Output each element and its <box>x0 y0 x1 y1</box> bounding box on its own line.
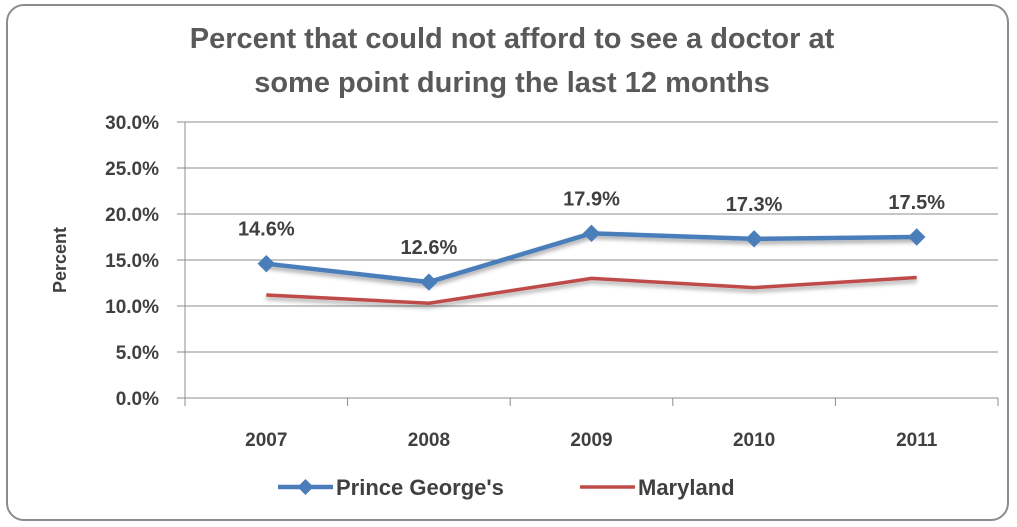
data-point-marker <box>257 254 276 273</box>
x-tick-label: 2010 <box>733 430 775 451</box>
x-tick-label: 2008 <box>408 430 450 451</box>
legend-label-maryland: Maryland <box>638 475 735 500</box>
data-label: 12.6% <box>401 237 458 259</box>
y-tick-label: 20.0% <box>105 205 159 226</box>
y-tick-label: 5.0% <box>116 343 159 364</box>
data-point-marker <box>582 224 601 243</box>
data-point-marker <box>745 230 763 248</box>
y-tick-label: 10.0% <box>105 297 159 318</box>
data-label: 17.3% <box>726 194 783 216</box>
y-tick-label: 25.0% <box>105 159 159 180</box>
chart-title-line-2: some point during the last 12 months <box>254 67 770 99</box>
series-line <box>266 275 917 305</box>
x-tick-label: 2009 <box>570 430 612 451</box>
data-label: 14.6% <box>238 219 295 241</box>
chart-title-line-1: Percent that could not afford to see a d… <box>190 23 835 55</box>
y-tick-label: 15.0% <box>105 251 159 272</box>
legend-marker-prince-georges <box>297 479 314 495</box>
x-tick-label: 2011 <box>896 430 938 451</box>
data-label: 17.9% <box>563 188 620 210</box>
chart-frame <box>6 4 1009 521</box>
x-tick-label: 2007 <box>245 430 287 451</box>
y-axis-label: Percent <box>50 227 70 293</box>
y-tick-label: 30.0% <box>105 113 159 134</box>
data-label: 17.5% <box>888 192 945 214</box>
y-tick-label: 0.0% <box>116 389 159 410</box>
data-point-marker <box>907 228 926 246</box>
data-point-marker <box>420 273 438 291</box>
legend-label-prince-georges: Prince George's <box>336 475 504 500</box>
